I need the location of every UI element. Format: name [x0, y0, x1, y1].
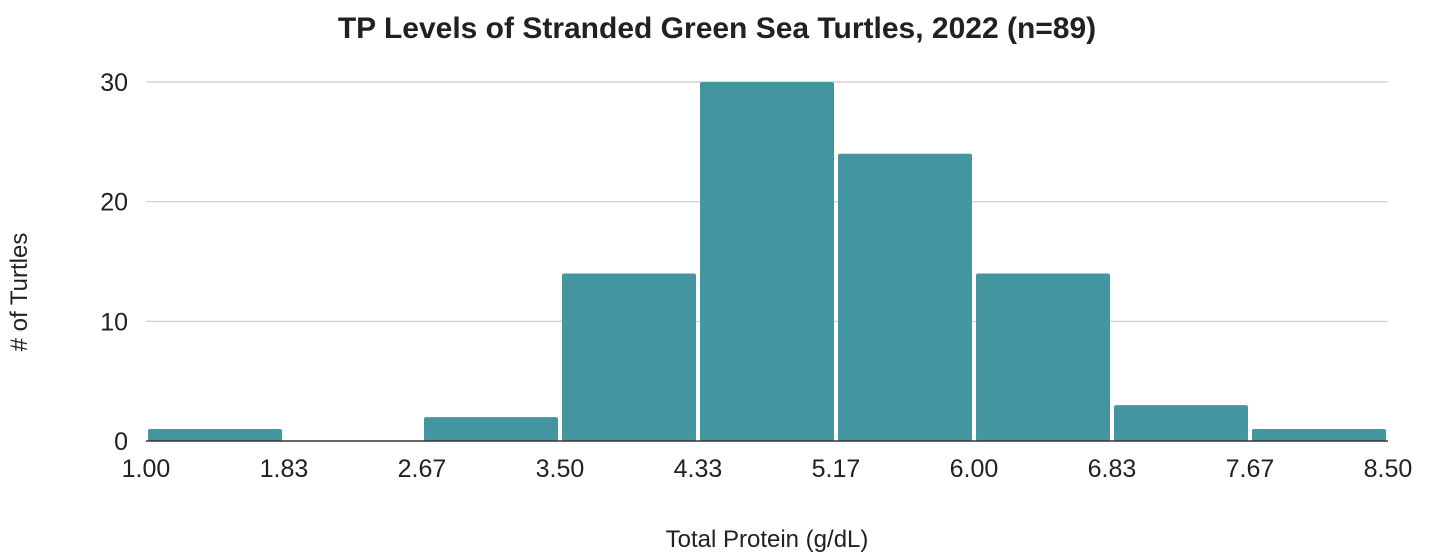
axes: 0 10 20 30 1.00 1.83 2.67 3.50 4.33 5.17 6.00 6.83 7…	[100, 69, 1412, 483]
x-tick-label: 5.17	[812, 455, 861, 483]
histogram-bar	[700, 82, 834, 441]
x-axis-label: Total Protein (g/dL)	[665, 526, 869, 553]
x-tick-label: 4.33	[674, 455, 723, 483]
histogram-bar	[424, 417, 558, 441]
histogram-bar	[1252, 429, 1386, 441]
histogram-bar	[562, 273, 696, 441]
x-tick-label: 1.83	[260, 455, 309, 483]
y-tick-label: 10	[100, 308, 128, 336]
x-tick-label: 8.50	[1364, 455, 1413, 483]
histogram-bar	[148, 429, 282, 441]
y-tick-label: 20	[100, 189, 128, 217]
y-tick-label: 30	[100, 69, 128, 97]
y-tick-label: 0	[114, 428, 128, 456]
x-tick-label: 1.00	[122, 455, 171, 483]
histogram-bar	[976, 273, 1110, 441]
x-tick-label: 3.50	[536, 455, 585, 483]
bars	[148, 82, 1386, 442]
chart-title: TP Levels of Stranded Green Sea Turtles,…	[337, 12, 1097, 45]
x-tick-label: 7.67	[1226, 455, 1275, 483]
x-tick-label: 6.83	[1088, 455, 1137, 483]
histogram-bar	[1114, 405, 1248, 441]
histogram-bar	[838, 153, 972, 442]
x-tick-label: 2.67	[398, 455, 447, 483]
x-tick-label: 6.00	[950, 455, 999, 483]
